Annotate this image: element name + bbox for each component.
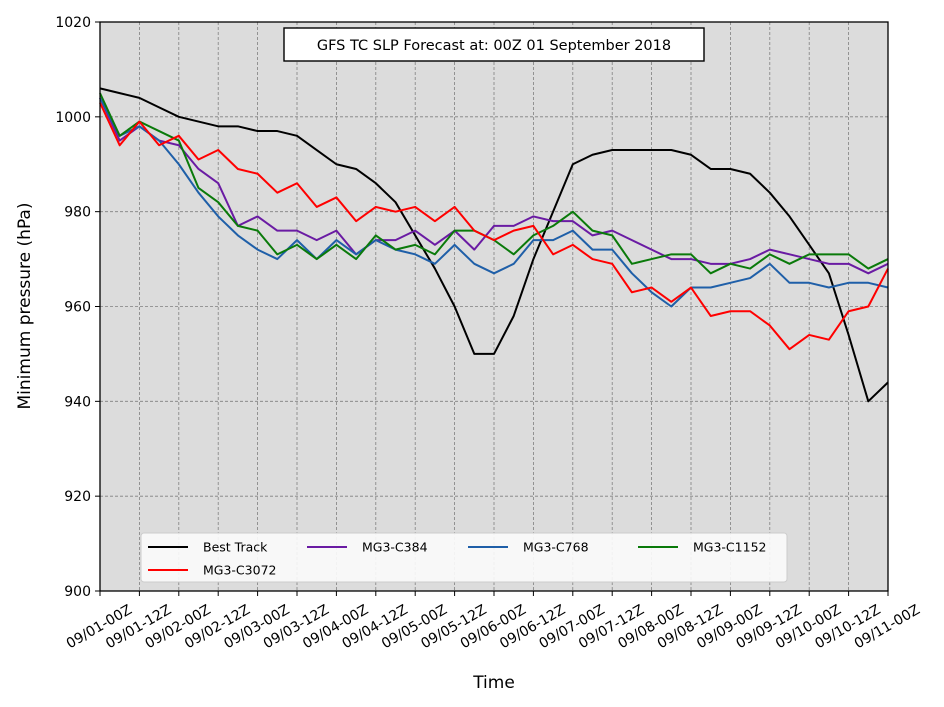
legend-label: MG3-C384: [362, 540, 428, 555]
legend-label: Best Track: [203, 540, 268, 555]
legend-entry-mg3-c768: MG3-C768: [468, 540, 589, 555]
series-line-best-track: [99, 87, 889, 403]
y-tick-label: 1020: [55, 15, 91, 31]
y-tick-label: 940: [64, 394, 91, 410]
legend-entry-mg3-c1152: MG3-C1152: [638, 540, 766, 555]
legend-box: [140, 532, 788, 583]
legend-entry-best-track: Best Track: [148, 540, 268, 555]
series-line-mg3-c768: [99, 97, 889, 308]
series-layer: [99, 87, 889, 403]
legend-label: MG3-C1152: [693, 540, 766, 555]
legend-entry-mg3-c384: MG3-C384: [307, 540, 428, 555]
x-axis-title: Time: [472, 673, 515, 693]
y-tick-label: 1000: [55, 110, 91, 126]
y-axis: 900 920 940 960 980 1000 1020: [55, 15, 100, 600]
y-axis-title: Minimum pressure (hPa): [15, 203, 35, 410]
series-line-mg3-c3072: [99, 102, 889, 351]
x-axis: 09/01-00Z09/01-12Z09/02-00Z09/02-12Z09/0…: [64, 591, 923, 652]
series-line-mg3-c384: [99, 97, 889, 275]
y-tick-label: 900: [64, 584, 91, 600]
y-tick-label: 980: [64, 205, 91, 221]
legend-entry-mg3-c3072: MG3-C3072: [148, 563, 276, 578]
y-tick-label: 960: [64, 300, 91, 316]
legend-label: MG3-C3072: [203, 563, 276, 578]
chart-title: GFS TC SLP Forecast at: 00Z 01 September…: [317, 38, 671, 54]
chart-title-box: GFS TC SLP Forecast at: 00Z 01 September…: [283, 27, 705, 62]
legend-label: MG3-C768: [523, 540, 589, 555]
y-tick-label: 920: [64, 489, 91, 505]
legend: Best Track MG3-C384 MG3-C768 MG3-C1152 MG3-C…: [140, 532, 788, 583]
